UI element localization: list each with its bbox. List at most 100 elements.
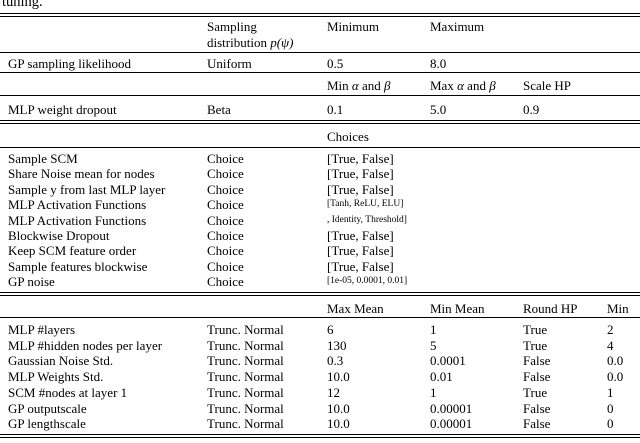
cell-param-name: Gaussian Noise Std. xyxy=(8,353,114,369)
cell-value: 5 xyxy=(430,337,437,353)
caption-fragment: tuning. xyxy=(2,0,43,10)
cell-value: 4 xyxy=(607,337,614,353)
cell-value: 0 xyxy=(607,400,614,416)
table-body-choices: Sample SCM Choice [True, False] Share No… xyxy=(0,151,640,290)
cell-param-name: Sample y from last MLP layer xyxy=(8,181,166,197)
header-text: Min xyxy=(327,78,349,93)
cell-param-name: MLP #hidden nodes per layer xyxy=(8,337,163,353)
subheader-min: Min xyxy=(607,301,629,316)
cell-distribution: Choice xyxy=(207,274,244,290)
cell-distribution: Trunc. Normal xyxy=(207,400,284,416)
cell-distribution: Choice xyxy=(207,151,244,166)
cell-value: 10.0 xyxy=(327,416,350,432)
cell-value: 0.3 xyxy=(327,353,344,369)
cell-value: False xyxy=(523,353,551,369)
cell-value: False xyxy=(523,400,551,416)
cell-value: 6 xyxy=(327,322,334,337)
cell-distribution: Uniform xyxy=(207,56,252,71)
cell-param-name: Keep SCM feature order xyxy=(8,243,137,259)
cell-value: 10.0 xyxy=(327,400,350,416)
cell-value: 0.00001 xyxy=(430,400,473,416)
cell-value: False xyxy=(523,369,551,385)
cell-param-name: GP outputscale xyxy=(8,400,87,416)
subheader-max-mean: Max Mean xyxy=(327,301,384,316)
math-symbol: α xyxy=(457,78,464,93)
header-minimum: Minimum xyxy=(327,19,380,34)
table-subheader-row: Max Mean Min Mean Round HP Min xyxy=(0,301,640,317)
cell-param-name: MLP Activation Functions xyxy=(8,197,147,213)
table-body-trunc-normal: MLP #layers Trunc. Normal 6 1 True 2 MLP… xyxy=(0,322,640,432)
cell-value: [True, False] xyxy=(327,151,394,166)
cell-value: 0.01 xyxy=(430,369,453,385)
section-rule xyxy=(0,120,640,124)
header-maximum: Maximum xyxy=(430,19,485,34)
cell-value: [True, False] xyxy=(327,228,394,244)
cell-distribution: Choice xyxy=(207,166,244,182)
cell-param-name: Share Noise mean for nodes xyxy=(8,166,155,182)
cell-distribution: Choice xyxy=(207,258,244,274)
cell-value: [1e-05, 0.0001, 0.01] xyxy=(327,276,408,287)
cell-value: [True, False] xyxy=(327,243,394,259)
cell-distribution: Trunc. Normal xyxy=(207,337,284,353)
cell-value: 8.0 xyxy=(430,56,447,71)
math-symbol: α xyxy=(351,78,359,93)
cell-distribution: Trunc. Normal xyxy=(207,384,284,400)
cell-param-name: GP sampling likelihood xyxy=(8,56,132,71)
cell-value: 0.5 xyxy=(327,56,344,71)
cell-value: 0.9 xyxy=(523,102,540,117)
math-symbol: β xyxy=(384,78,391,93)
subheader-empty-cell xyxy=(207,301,327,317)
cell-param-name: MLP Activation Functions xyxy=(8,212,147,228)
cell-distribution: Trunc. Normal xyxy=(207,369,284,385)
rule xyxy=(0,72,640,73)
cell-param-name: Sample SCM xyxy=(8,151,78,166)
header-text: distribution xyxy=(207,35,267,50)
cell-value: 0 xyxy=(607,416,614,432)
cell-value: [True, False] xyxy=(327,258,394,274)
table-row: GP sampling likelihood Uniform 0.5 8.0 xyxy=(0,56,640,72)
header-text: and xyxy=(362,78,381,93)
subheader-empty-cell xyxy=(8,129,207,145)
table-subheader-row: Choices xyxy=(0,129,640,145)
subheader-empty-cell xyxy=(207,78,327,94)
cell-value: 5.0 xyxy=(430,102,447,117)
cell-distribution: Trunc. Normal xyxy=(207,322,284,337)
cell-value: 1 xyxy=(607,384,614,400)
cell-value: 0.0 xyxy=(607,353,624,369)
cell-value: 0.0001 xyxy=(430,353,466,369)
cell-value: 1 xyxy=(430,322,437,337)
rule xyxy=(0,52,640,53)
subheader-empty-cell xyxy=(207,129,327,145)
subheader-round-hp: Round HP xyxy=(523,301,578,316)
table-top-rule xyxy=(0,13,640,17)
section-rule xyxy=(0,292,640,296)
cell-distribution: Choice xyxy=(207,212,244,228)
cell-param-name: Blockwise Dropout xyxy=(8,228,110,244)
cell-value: True xyxy=(523,384,548,400)
cell-param-name: MLP #layers xyxy=(8,322,76,337)
header-text: Sampling xyxy=(207,19,257,34)
rule xyxy=(0,147,640,148)
table-bottom-rule xyxy=(0,434,640,438)
cell-value: 1 xyxy=(430,384,437,400)
subheader-empty-cell xyxy=(8,301,207,317)
cell-value: 12 xyxy=(327,384,340,400)
header-text: Max xyxy=(430,78,454,93)
cell-distribution: Trunc. Normal xyxy=(207,416,284,432)
cell-value: 0.0 xyxy=(607,369,624,385)
cell-distribution: Choice xyxy=(207,228,244,244)
cell-param-name: SCM #nodes at layer 1 xyxy=(8,384,128,400)
cell-value: , Identity, Threshold] xyxy=(327,214,407,225)
cell-value: [Tanh, ReLU, ELU] xyxy=(327,199,404,210)
cell-value: True xyxy=(523,322,548,337)
subheader-empty-cell xyxy=(8,78,207,94)
cell-distribution: Trunc. Normal xyxy=(207,353,284,369)
cell-param-name: GP noise xyxy=(8,274,55,290)
cell-value: [True, False] xyxy=(327,166,394,182)
cell-distribution: Choice xyxy=(207,181,244,197)
cell-value: 10.0 xyxy=(327,369,350,385)
cell-value: [True, False] xyxy=(327,181,394,197)
subheader-max-alpha-beta: Max α and β xyxy=(430,78,523,94)
cell-param-name: Sample features blockwise xyxy=(8,258,148,274)
